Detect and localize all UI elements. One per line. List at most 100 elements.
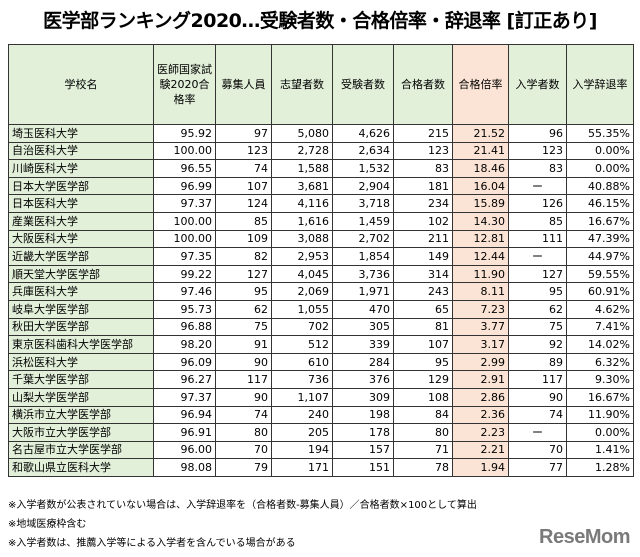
table-cell: 123 [393, 141, 453, 161]
table-cell: 123 [215, 141, 272, 161]
table-cell: 21.52 [452, 124, 509, 143]
table-cell: 1,459 [332, 211, 394, 231]
table-cell: 96.09 [153, 352, 216, 372]
table-cell: 0.00% [566, 423, 634, 442]
table-row: 兵庫医科大学 97.46 95 2,069 1,971 243 8.11 95 60.91% [8, 282, 634, 301]
table-cell: 198 [332, 405, 394, 425]
table-cell: 83 [508, 159, 567, 178]
table-cell: 85 [215, 211, 272, 231]
school-name-cell: 山梨大学医学部 [8, 387, 154, 407]
table-cell: 96.27 [153, 370, 216, 389]
table-row: 日本大学医学部 96.99 107 3,681 2,904 181 16.04 ー 40.88% [8, 176, 634, 196]
table-cell: 339 [332, 335, 394, 354]
table-cell: 2.21 [452, 440, 509, 460]
column-header: 入学辞退率 [566, 44, 634, 125]
table-cell: 96.99 [153, 176, 216, 196]
table-row: 近畿大学医学部 97.35 82 2,953 1,854 149 12.44 ー 44.97% [8, 247, 634, 266]
table-cell: 12.44 [452, 247, 509, 266]
column-header: 募集人員 [215, 44, 272, 125]
table-cell: 171 [271, 458, 333, 477]
table-cell: 0.00% [566, 141, 634, 161]
table-cell: 81 [393, 317, 453, 337]
table-cell: 2,069 [271, 282, 333, 301]
table-row: 千葉大学医学部 96.27 117 736 376 129 2.91 117 9.30% [8, 370, 634, 389]
table-cell: 610 [271, 352, 333, 372]
table-cell: 1,055 [271, 299, 333, 319]
table-cell: 75 [215, 317, 272, 337]
table-cell: 98.08 [153, 458, 216, 477]
table-cell: 102 [393, 211, 453, 231]
table-cell: 211 [393, 229, 453, 249]
table-cell: 5,080 [271, 124, 333, 143]
table-cell: 2.99 [452, 352, 509, 372]
table-row: 名古屋市立大学医学部 96.00 70 194 157 71 2.21 70 1.41% [8, 440, 634, 460]
table-cell: 1,107 [271, 387, 333, 407]
table-cell: 215 [393, 124, 453, 143]
table-cell: 90 [215, 387, 272, 407]
school-name-cell: 兵庫医科大学 [8, 282, 154, 301]
table-row: 秋田大学医学部 96.88 75 702 305 81 3.77 75 7.41% [8, 317, 634, 337]
table-cell: 77 [508, 458, 567, 477]
table-row: 日本医科大学 97.37 124 4,116 3,718 234 15.89 126 46.15… [8, 194, 634, 213]
table-cell: 90 [508, 387, 567, 407]
page-title: 医学部ランキング2020…受験者数・合格倍率・辞退率 [訂正あり] [43, 10, 597, 32]
table-cell: 4,116 [271, 194, 333, 213]
school-name-cell: 産業医科大学 [8, 211, 154, 231]
table-cell: 108 [393, 387, 453, 407]
table-cell: 96 [508, 124, 567, 143]
table-cell: 194 [271, 440, 333, 460]
header-row: 学校名 医師国家試験2020合格率 募集人員 志望者数 受験者数 合格者数 合格倍率 入学者数… [8, 44, 634, 125]
table-cell: 46.15% [566, 194, 634, 213]
school-name-cell: 東京医科歯科大学医学部 [8, 335, 154, 354]
table-cell: 96.00 [153, 440, 216, 460]
table-cell: 1,616 [271, 211, 333, 231]
note-2: ※地域医療枠含む [8, 519, 87, 530]
table-cell: 151 [332, 458, 394, 477]
table-cell: 127 [508, 264, 567, 284]
table-cell: 97.37 [153, 387, 216, 407]
table-row: 産業医科大学 100.00 85 1,616 1,459 102 14.30 85 16.67% [8, 211, 634, 231]
table-cell: 82 [215, 247, 272, 266]
table-cell: 109 [215, 229, 272, 249]
table-cell: 96.94 [153, 405, 216, 425]
table-cell: 3.17 [452, 335, 509, 354]
table-cell: 314 [393, 264, 453, 284]
table-cell: 243 [393, 282, 453, 301]
table-cell: 117 [508, 370, 567, 389]
table-cell: 8.11 [452, 282, 509, 301]
table-cell: 4,045 [271, 264, 333, 284]
table-row: 大阪医科大学 100.00 109 3,088 2,702 211 12.81 111 47.3… [8, 229, 634, 249]
table-cell: 736 [271, 370, 333, 389]
table-cell: 96.55 [153, 159, 216, 178]
table-cell: ー [508, 176, 567, 196]
table-cell: 129 [393, 370, 453, 389]
table-cell: 123 [508, 141, 567, 161]
table-cell: 97.35 [153, 247, 216, 266]
table-cell: 1,854 [332, 247, 394, 266]
table-cell: 74 [215, 159, 272, 178]
table-cell: 309 [332, 387, 394, 407]
table-cell: 99.22 [153, 264, 216, 284]
table-cell: 107 [215, 176, 272, 196]
table-cell: 70 [508, 440, 567, 460]
table-cell: 284 [332, 352, 394, 372]
table-cell: 89 [508, 352, 567, 372]
table-row: 浜松医科大学 96.09 90 610 284 95 2.99 89 6.32% [8, 352, 634, 372]
column-header: 入学者数 [508, 44, 567, 125]
table-cell: 80 [393, 423, 453, 442]
table-cell: 92 [508, 335, 567, 354]
table-cell: 14.02% [566, 335, 634, 354]
table-cell: 4,626 [332, 124, 394, 143]
column-header: 医師国家試験2020合格率 [153, 44, 216, 125]
school-name-cell: 千葉大学医学部 [8, 370, 154, 389]
table-cell: 1,971 [332, 282, 394, 301]
table-cell: 470 [332, 299, 394, 319]
table-cell: 512 [271, 335, 333, 354]
table-row: 川崎医科大学 96.55 74 1,588 1,532 83 18.46 83 0.00% [8, 159, 634, 178]
table-cell: 2,634 [332, 141, 394, 161]
table-row: 順天堂大学医学部 99.22 127 4,045 3,736 314 11.90 127 59.… [8, 264, 634, 284]
table-row: 自治医科大学 100.00 123 2,728 2,634 123 21.41 123 0.00… [8, 141, 634, 161]
table-cell: 2.23 [452, 423, 509, 442]
table-cell: 234 [393, 194, 453, 213]
school-name-cell: 岐阜大学医学部 [8, 299, 154, 319]
